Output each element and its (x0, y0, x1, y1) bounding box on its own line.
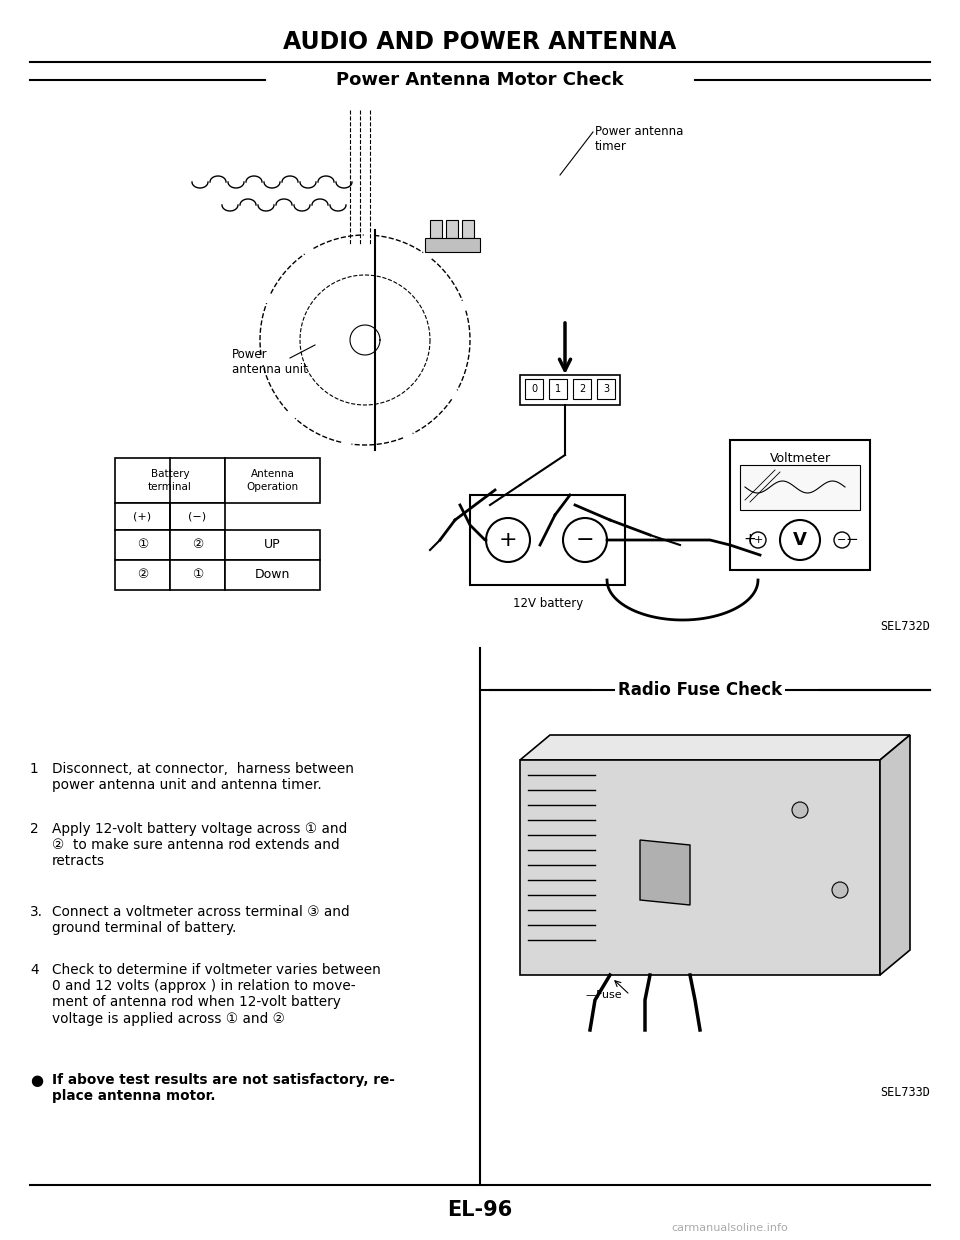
Bar (115, 503, 170, 529)
Bar (597, 379, 615, 399)
Text: 3: 3 (603, 384, 609, 394)
Bar (115, 458, 225, 503)
Bar (225, 458, 320, 503)
Text: 4: 4 (30, 963, 38, 977)
Text: EL-96: EL-96 (447, 1200, 513, 1220)
Circle shape (780, 520, 820, 560)
Bar (740, 465, 860, 510)
Text: (+): (+) (133, 511, 152, 522)
Text: −: − (846, 532, 858, 548)
Bar (430, 219, 442, 238)
Text: Power antenna
timer: Power antenna timer (595, 125, 684, 153)
Text: 1: 1 (30, 763, 38, 776)
Text: ●: ● (30, 1073, 43, 1087)
Text: Radio Fuse Check: Radio Fuse Check (618, 681, 782, 699)
Bar (225, 560, 320, 590)
Polygon shape (520, 735, 910, 760)
Text: SEL733D: SEL733D (880, 1086, 930, 1100)
Text: Battery
terminal: Battery terminal (148, 469, 192, 492)
Bar (520, 374, 620, 405)
Bar (170, 560, 225, 590)
Bar (462, 219, 474, 238)
Text: Power Antenna Motor Check: Power Antenna Motor Check (336, 71, 624, 89)
Text: 12V battery: 12V battery (513, 596, 583, 610)
Bar (549, 379, 567, 399)
Bar (170, 529, 225, 560)
Text: −: − (576, 529, 594, 551)
Circle shape (834, 532, 850, 548)
Bar (225, 529, 320, 560)
Text: 3.: 3. (30, 905, 43, 919)
Text: +: + (498, 529, 517, 551)
Text: 2: 2 (579, 384, 586, 394)
Bar (520, 760, 880, 975)
Circle shape (832, 882, 848, 898)
Text: Apply 12-volt battery voltage across ① and
②  to make sure antenna rod extends a: Apply 12-volt battery voltage across ① a… (52, 822, 348, 868)
Text: +: + (754, 534, 762, 546)
Text: Voltmeter: Voltmeter (769, 451, 830, 465)
Text: 1: 1 (555, 384, 561, 394)
Polygon shape (640, 839, 690, 905)
Text: −: − (837, 534, 847, 546)
Text: V: V (793, 531, 807, 549)
Polygon shape (880, 735, 910, 975)
Circle shape (792, 802, 808, 818)
Text: AUDIO AND POWER ANTENNA: AUDIO AND POWER ANTENNA (283, 30, 677, 55)
Text: If above test results are not satisfactory, re-
place antenna motor.: If above test results are not satisfacto… (52, 1073, 395, 1104)
Circle shape (486, 518, 530, 562)
Circle shape (563, 518, 607, 562)
Bar (115, 560, 170, 590)
Text: Connect a voltmeter across terminal ③ and
ground terminal of battery.: Connect a voltmeter across terminal ③ an… (52, 905, 349, 935)
Text: (−): (−) (188, 511, 206, 522)
Text: +: + (744, 532, 756, 548)
Text: —Fuse: —Fuse (585, 990, 622, 999)
Text: ①: ① (137, 538, 148, 552)
Text: SEL732D: SEL732D (880, 620, 930, 632)
Bar (170, 503, 225, 529)
Bar (730, 440, 870, 570)
Bar (525, 379, 543, 399)
Text: Power
antenna unit: Power antenna unit (232, 348, 308, 376)
Text: Disconnect, at connector,  harness between
power antenna unit and antenna timer.: Disconnect, at connector, harness betwee… (52, 763, 354, 792)
Text: Down: Down (254, 568, 290, 582)
Bar (470, 495, 625, 585)
Text: Antenna
Operation: Antenna Operation (247, 469, 299, 492)
Text: ②: ② (137, 568, 148, 582)
Bar (446, 219, 458, 238)
Text: carmanualsoline.info: carmanualsoline.info (672, 1223, 788, 1233)
Text: ②: ② (192, 538, 204, 552)
Bar (573, 379, 591, 399)
Text: Check to determine if voltmeter varies between
0 and 12 volts (approx ) in relat: Check to determine if voltmeter varies b… (52, 963, 381, 1025)
Bar (115, 529, 170, 560)
Bar (425, 238, 480, 252)
Text: ①: ① (192, 568, 204, 582)
Text: 2: 2 (30, 822, 38, 836)
Text: 0: 0 (531, 384, 537, 394)
Circle shape (750, 532, 766, 548)
Text: UP: UP (264, 538, 281, 552)
